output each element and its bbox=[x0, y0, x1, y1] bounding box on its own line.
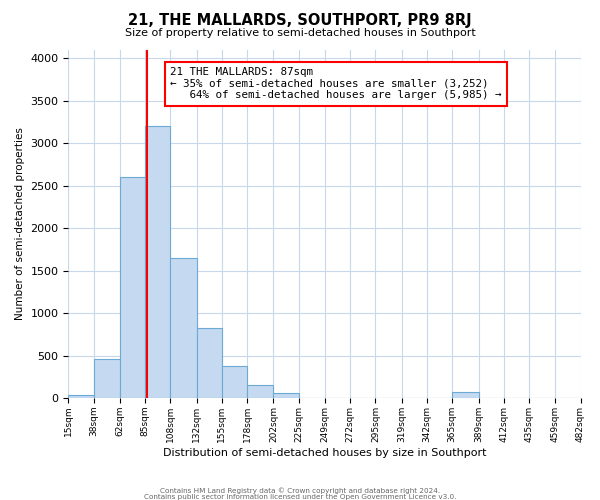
Bar bbox=[145, 126, 170, 398]
Bar bbox=[452, 392, 479, 398]
Bar bbox=[274, 393, 299, 398]
Bar bbox=[170, 258, 197, 398]
X-axis label: Distribution of semi-detached houses by size in Southport: Distribution of semi-detached houses by … bbox=[163, 448, 486, 458]
Bar bbox=[247, 385, 274, 398]
Y-axis label: Number of semi-detached properties: Number of semi-detached properties bbox=[15, 128, 25, 320]
Bar bbox=[68, 396, 94, 398]
Text: 21 THE MALLARDS: 87sqm
← 35% of semi-detached houses are smaller (3,252)
   64% : 21 THE MALLARDS: 87sqm ← 35% of semi-det… bbox=[170, 67, 502, 100]
Text: 21, THE MALLARDS, SOUTHPORT, PR9 8RJ: 21, THE MALLARDS, SOUTHPORT, PR9 8RJ bbox=[128, 12, 472, 28]
Text: Contains public sector information licensed under the Open Government Licence v3: Contains public sector information licen… bbox=[144, 494, 456, 500]
Text: Size of property relative to semi-detached houses in Southport: Size of property relative to semi-detach… bbox=[125, 28, 475, 38]
Bar bbox=[94, 359, 120, 398]
Text: Contains HM Land Registry data © Crown copyright and database right 2024.: Contains HM Land Registry data © Crown c… bbox=[160, 487, 440, 494]
Bar bbox=[120, 178, 145, 398]
Bar bbox=[222, 366, 247, 398]
Bar bbox=[197, 328, 222, 398]
